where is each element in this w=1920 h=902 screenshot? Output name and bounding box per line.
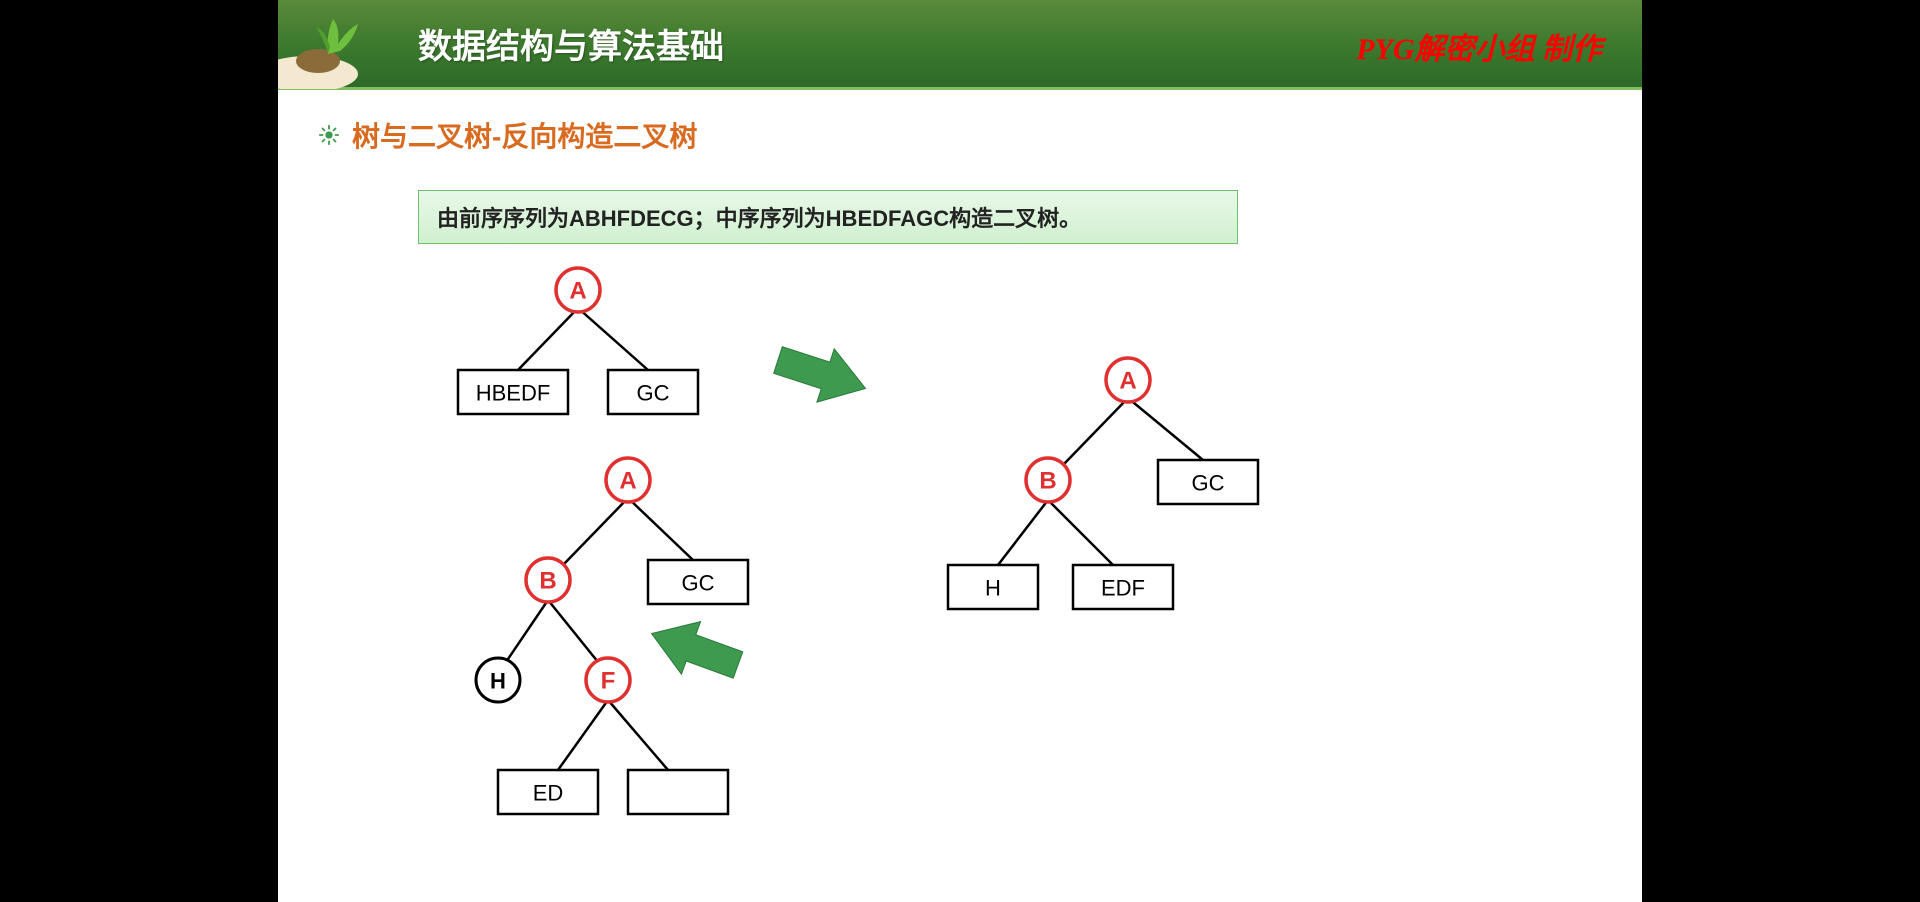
header-title: 数据结构与算法基础 (418, 19, 724, 68)
section-title: 树与二叉树-反向构造二叉树 (352, 115, 697, 155)
header-credit: PYG解密小组 制作 (1356, 24, 1602, 68)
slide-root: 数据结构与算法基础 PYG解密小组 制作 树与二叉树-反向构造二叉树 由前序序列… (278, 0, 1642, 902)
problem-statement: 由前序序列为ABHFDECG；中序序列为HBEDFAGC构造二叉树。 (418, 190, 1238, 244)
slide-header: 数据结构与算法基础 PYG解密小组 制作 (278, 0, 1642, 90)
arrow-left (642, 607, 748, 691)
header-decoration (278, 0, 398, 89)
section-title-row: 树与二叉树-反向构造二叉树 (318, 115, 697, 155)
arrow-right (769, 333, 874, 415)
gear-bullet-icon (318, 124, 340, 146)
flow-arrows (278, 250, 1642, 900)
diagram-area: HBEDFGCA GCEDABHF GCHEDFAB (278, 250, 1642, 900)
